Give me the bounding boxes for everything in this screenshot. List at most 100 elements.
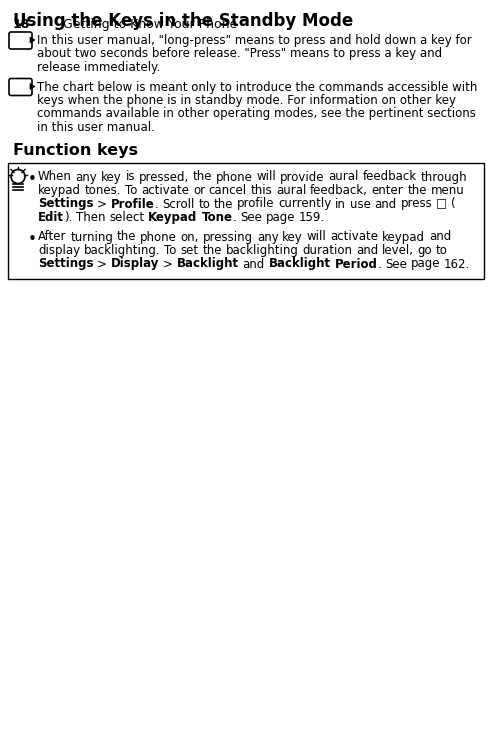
Text: display: display bbox=[38, 244, 80, 257]
Text: this: this bbox=[250, 184, 273, 197]
Text: cancel: cancel bbox=[209, 184, 247, 197]
Text: the: the bbox=[214, 197, 233, 211]
Text: Backlight: Backlight bbox=[269, 258, 331, 271]
Text: .: . bbox=[378, 258, 381, 271]
Text: Settings: Settings bbox=[38, 197, 93, 211]
Text: release immediately.: release immediately. bbox=[37, 61, 160, 74]
Text: keypad: keypad bbox=[38, 184, 81, 197]
Text: backlighting.: backlighting. bbox=[84, 244, 160, 257]
Text: >: > bbox=[163, 258, 173, 271]
Text: will: will bbox=[257, 170, 277, 184]
Text: □: □ bbox=[436, 197, 447, 211]
Text: set: set bbox=[181, 244, 198, 257]
Text: activate: activate bbox=[330, 230, 378, 244]
Text: the: the bbox=[193, 170, 213, 184]
Text: menu: menu bbox=[430, 184, 464, 197]
Text: Period: Period bbox=[335, 258, 378, 271]
Text: The chart below is meant only to introduce the commands accessible with: The chart below is meant only to introdu… bbox=[37, 81, 477, 93]
Text: in: in bbox=[336, 197, 346, 211]
Text: the: the bbox=[202, 244, 222, 257]
Text: and: and bbox=[374, 197, 397, 211]
Text: 159.: 159. bbox=[299, 211, 325, 224]
Polygon shape bbox=[30, 84, 35, 90]
Text: to: to bbox=[436, 244, 448, 257]
Text: pressing: pressing bbox=[203, 230, 253, 244]
Text: or: or bbox=[193, 184, 205, 197]
Text: Using the Keys in the Standby Mode: Using the Keys in the Standby Mode bbox=[13, 12, 353, 30]
Text: See: See bbox=[240, 211, 262, 224]
Text: Function keys: Function keys bbox=[13, 142, 138, 158]
Text: Backlight: Backlight bbox=[177, 258, 239, 271]
Text: and: and bbox=[356, 244, 378, 257]
Text: page: page bbox=[266, 211, 295, 224]
Text: Getting to Know Your Phone: Getting to Know Your Phone bbox=[63, 18, 237, 31]
Text: select: select bbox=[109, 211, 145, 224]
Text: aural: aural bbox=[276, 184, 307, 197]
Text: To: To bbox=[125, 184, 137, 197]
Text: pressed,: pressed, bbox=[139, 170, 189, 184]
Text: through: through bbox=[421, 170, 467, 184]
Text: See: See bbox=[385, 258, 407, 271]
Text: (: ( bbox=[451, 197, 456, 211]
Text: about two seconds before release. "Press" means to press a key and: about two seconds before release. "Press… bbox=[37, 48, 442, 60]
Text: .: . bbox=[154, 197, 158, 211]
Text: feedback,: feedback, bbox=[310, 184, 368, 197]
Text: activate: activate bbox=[141, 184, 189, 197]
Text: tones.: tones. bbox=[85, 184, 121, 197]
Text: provide: provide bbox=[280, 170, 325, 184]
Text: page: page bbox=[411, 258, 440, 271]
Text: press: press bbox=[400, 197, 432, 211]
Text: Keypad: Keypad bbox=[148, 211, 197, 224]
Text: key: key bbox=[101, 170, 122, 184]
Polygon shape bbox=[30, 37, 35, 43]
Text: and: and bbox=[243, 258, 265, 271]
Text: commands available in other operating modes, see the pertinent sections: commands available in other operating mo… bbox=[37, 107, 476, 120]
Text: in this user manual.: in this user manual. bbox=[37, 121, 155, 134]
Text: 162.: 162. bbox=[444, 258, 470, 271]
Text: enter: enter bbox=[372, 184, 403, 197]
Text: In this user manual, "long-press" means to press and hold down a key for: In this user manual, "long-press" means … bbox=[37, 34, 472, 47]
Text: Then: Then bbox=[76, 211, 106, 224]
Text: any: any bbox=[257, 230, 278, 244]
Text: After: After bbox=[38, 230, 66, 244]
Text: the: the bbox=[407, 184, 427, 197]
Text: When: When bbox=[38, 170, 72, 184]
Text: Profile: Profile bbox=[111, 197, 154, 211]
Text: the: the bbox=[117, 230, 136, 244]
Text: will: will bbox=[307, 230, 327, 244]
Text: feedback: feedback bbox=[363, 170, 417, 184]
Text: turning: turning bbox=[70, 230, 113, 244]
Text: use: use bbox=[350, 197, 371, 211]
Text: 18: 18 bbox=[13, 18, 31, 31]
Text: currently: currently bbox=[278, 197, 332, 211]
Text: aural: aural bbox=[329, 170, 359, 184]
Text: is: is bbox=[125, 170, 135, 184]
Text: level,: level, bbox=[382, 244, 414, 257]
Text: •: • bbox=[28, 233, 37, 247]
Text: go: go bbox=[418, 244, 432, 257]
Text: duration: duration bbox=[302, 244, 352, 257]
Text: •: • bbox=[28, 172, 37, 187]
Text: backlighting: backlighting bbox=[225, 244, 298, 257]
Text: phone: phone bbox=[140, 230, 177, 244]
Text: Settings: Settings bbox=[38, 258, 93, 271]
Text: To: To bbox=[164, 244, 177, 257]
Text: Display: Display bbox=[111, 258, 159, 271]
Text: keys when the phone is in standby mode. For information on other key: keys when the phone is in standby mode. … bbox=[37, 94, 456, 107]
Bar bbox=[8, 162, 484, 279]
Text: on,: on, bbox=[181, 230, 199, 244]
Text: ).: ). bbox=[64, 211, 72, 224]
Text: any: any bbox=[76, 170, 97, 184]
Text: and: and bbox=[429, 230, 451, 244]
Text: profile: profile bbox=[237, 197, 275, 211]
Text: .: . bbox=[233, 211, 236, 224]
Text: >: > bbox=[97, 197, 107, 211]
Text: phone: phone bbox=[216, 170, 253, 184]
Text: key: key bbox=[282, 230, 303, 244]
Text: Tone: Tone bbox=[202, 211, 233, 224]
Text: >: > bbox=[97, 258, 107, 271]
Text: to: to bbox=[198, 197, 210, 211]
Text: Scroll: Scroll bbox=[162, 197, 194, 211]
Text: keypad: keypad bbox=[382, 230, 425, 244]
Text: Edit: Edit bbox=[38, 211, 64, 224]
